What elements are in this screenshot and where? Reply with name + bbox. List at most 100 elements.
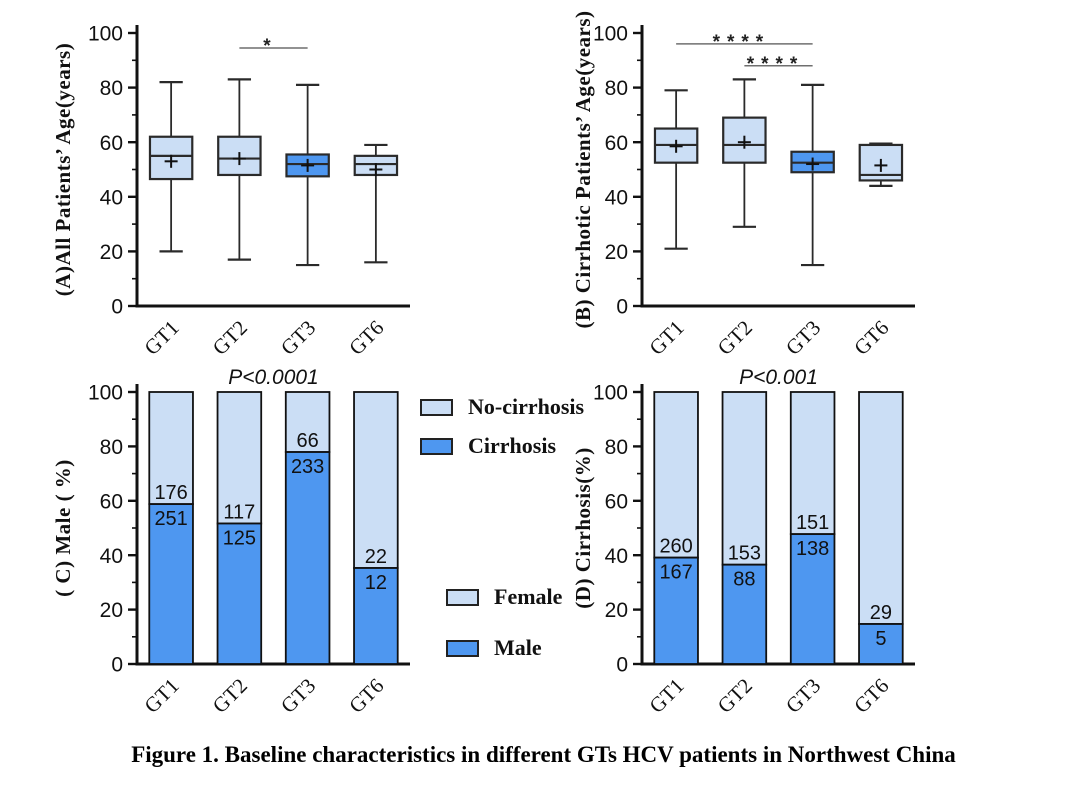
x-category-label-gt3: GT3 bbox=[276, 316, 320, 360]
y-axis-title: (A)All Patients’ Age(years) bbox=[51, 43, 75, 296]
legend-item-female: Female bbox=[446, 584, 562, 610]
bar-cirrhosis-gt3 bbox=[789, 533, 836, 665]
cirrhosis-swatch bbox=[420, 437, 453, 455]
female-count-gt6: 22 bbox=[365, 546, 387, 568]
panel-b-cirrhotic-age-boxplot: 0 20 40 60 80 100 GT1 GT2 GT3 GT6 (B) Cirrhotic Pa… bbox=[571, 10, 915, 360]
y-axis-title: (D) Cirrhosis(%) bbox=[571, 447, 595, 608]
x-category-label-gt1: GT1 bbox=[139, 674, 183, 718]
x-category-label-gt1: GT1 bbox=[644, 316, 688, 360]
bar-female-gt1 bbox=[148, 391, 194, 506]
x-category-label-gt2: GT2 bbox=[713, 316, 757, 360]
bar-female-gt3 bbox=[284, 391, 331, 453]
sex-legend: Female Male bbox=[446, 584, 562, 661]
male-count-gt1: 251 bbox=[154, 508, 187, 530]
y-tick-label: 80 bbox=[605, 436, 628, 459]
female-label: Female bbox=[494, 584, 563, 609]
y-tick-label: 60 bbox=[605, 490, 628, 513]
y-tick-label: 100 bbox=[88, 23, 123, 46]
no-cirrhosis-count-gt6: 29 bbox=[870, 602, 892, 624]
x-category-label-gt3: GT3 bbox=[781, 674, 825, 718]
cirrhosis-count-gt3: 138 bbox=[796, 538, 829, 560]
y-tick-label: 20 bbox=[100, 241, 123, 264]
x-category-label-gt6: GT6 bbox=[849, 316, 893, 360]
y-tick-label: 100 bbox=[593, 382, 628, 405]
cirrhosis-label: Cirrhosis bbox=[468, 433, 556, 458]
y-tick-label: 100 bbox=[88, 382, 123, 405]
box-gt2 bbox=[217, 135, 262, 177]
cirrhosis-legend: No-cirrhosis Cirrhosis bbox=[420, 394, 584, 459]
y-tick-label: 80 bbox=[605, 77, 628, 100]
male-swatch bbox=[446, 639, 479, 657]
bar-male-gt2 bbox=[216, 522, 263, 665]
female-count-gt2: 117 bbox=[223, 502, 255, 524]
y-tick-label: 40 bbox=[100, 545, 123, 568]
legend-item-no-cirrhosis: No-cirrhosis bbox=[420, 394, 584, 420]
x-category-label-gt2: GT2 bbox=[208, 674, 252, 718]
male-count-gt6: 12 bbox=[365, 572, 387, 594]
no-cirrhosis-count-gt2: 153 bbox=[728, 543, 761, 565]
y-tick-label: 60 bbox=[100, 490, 123, 513]
bar-male-gt6 bbox=[353, 567, 399, 665]
y-tick-label: 20 bbox=[605, 241, 628, 264]
cirrhosis-count-gt2: 88 bbox=[733, 569, 755, 591]
x-category-label-gt1: GT1 bbox=[139, 316, 183, 360]
panel-c-male-stacked-bar: 0 20 40 60 80 100 GT1 GT2 GT3 GT6 ( C) Male ( %) P<… bbox=[51, 366, 410, 718]
x-category-label-gt6: GT6 bbox=[344, 674, 388, 718]
x-category-label-gt3: GT3 bbox=[781, 316, 825, 360]
y-tick-label: 20 bbox=[100, 599, 123, 622]
y-tick-label: 20 bbox=[605, 599, 628, 622]
y-tick-label: 60 bbox=[605, 132, 628, 155]
cirrhosis-count-gt1: 167 bbox=[659, 562, 692, 584]
bar-male-gt1 bbox=[148, 503, 194, 665]
x-category-label-gt6: GT6 bbox=[849, 674, 893, 718]
cirrhosis-count-gt6: 5 bbox=[875, 628, 886, 650]
bar-cirrhosis-gt6 bbox=[858, 623, 904, 665]
x-category-label-gt2: GT2 bbox=[208, 316, 252, 360]
x-category-label-gt2: GT2 bbox=[713, 674, 757, 718]
y-tick-label: 40 bbox=[100, 186, 123, 209]
y-tick-label: 0 bbox=[111, 296, 123, 319]
panel-p-value-title: P<0.001 bbox=[739, 366, 818, 389]
y-tick-label: 100 bbox=[593, 23, 628, 46]
box-gt1 bbox=[148, 135, 194, 181]
y-tick-label: 80 bbox=[100, 436, 123, 459]
no-cirrhosis-label: No-cirrhosis bbox=[468, 394, 585, 419]
significance-stars: **** bbox=[713, 32, 771, 53]
x-category-label-gt6: GT6 bbox=[344, 316, 388, 360]
panel-a-age-boxplot: 0 20 40 60 80 100 GT1 GT2 GT3 GT6 (A)All Patients’… bbox=[51, 23, 410, 360]
significance-stars: * bbox=[263, 36, 277, 57]
no-cirrhosis-count-gt3: 151 bbox=[796, 512, 829, 534]
bar-cirrhosis-gt2 bbox=[721, 563, 768, 665]
female-count-gt1: 176 bbox=[154, 482, 187, 504]
x-category-label-gt1: GT1 bbox=[644, 674, 688, 718]
female-count-gt3: 66 bbox=[297, 430, 319, 452]
female-swatch bbox=[446, 588, 479, 606]
bar-no-cirrhosis-gt1 bbox=[653, 391, 699, 559]
y-tick-label: 60 bbox=[100, 132, 123, 155]
y-tick-label: 40 bbox=[605, 186, 628, 209]
bar-cirrhosis-gt1 bbox=[653, 556, 699, 665]
figure-caption: Figure 1. Baseline characteristics in di… bbox=[131, 742, 956, 767]
panel-d-cirrhosis-stacked-bar: 0 20 40 60 80 100 GT1 GT2 GT3 GT6 (D) Cirrhosis(%)… bbox=[571, 366, 915, 718]
bar-no-cirrhosis-gt2 bbox=[721, 391, 768, 566]
bar-female-gt2 bbox=[216, 391, 263, 525]
y-tick-label: 40 bbox=[605, 545, 628, 568]
y-tick-label: 0 bbox=[111, 654, 123, 677]
male-count-gt3: 233 bbox=[291, 456, 324, 478]
significance-stars: **** bbox=[747, 54, 805, 75]
panel-p-value-title: P<0.0001 bbox=[228, 366, 319, 389]
y-tick-label: 0 bbox=[616, 654, 628, 677]
x-category-label-gt3: GT3 bbox=[276, 674, 320, 718]
y-tick-label: 80 bbox=[100, 77, 123, 100]
male-label: Male bbox=[494, 635, 542, 660]
bar-female-gt6 bbox=[353, 391, 399, 569]
legend-item-cirrhosis: Cirrhosis bbox=[420, 433, 584, 459]
bar-male-gt3 bbox=[284, 451, 331, 665]
male-count-gt2: 125 bbox=[223, 528, 256, 550]
no-cirrhosis-count-gt1: 260 bbox=[659, 536, 692, 558]
bar-no-cirrhosis-gt6 bbox=[858, 391, 904, 625]
bar-no-cirrhosis-gt3 bbox=[789, 391, 836, 536]
y-axis-title: (B) Cirrhotic Patients’ Age(years) bbox=[571, 10, 595, 328]
legend-item-male: Male bbox=[446, 635, 562, 661]
